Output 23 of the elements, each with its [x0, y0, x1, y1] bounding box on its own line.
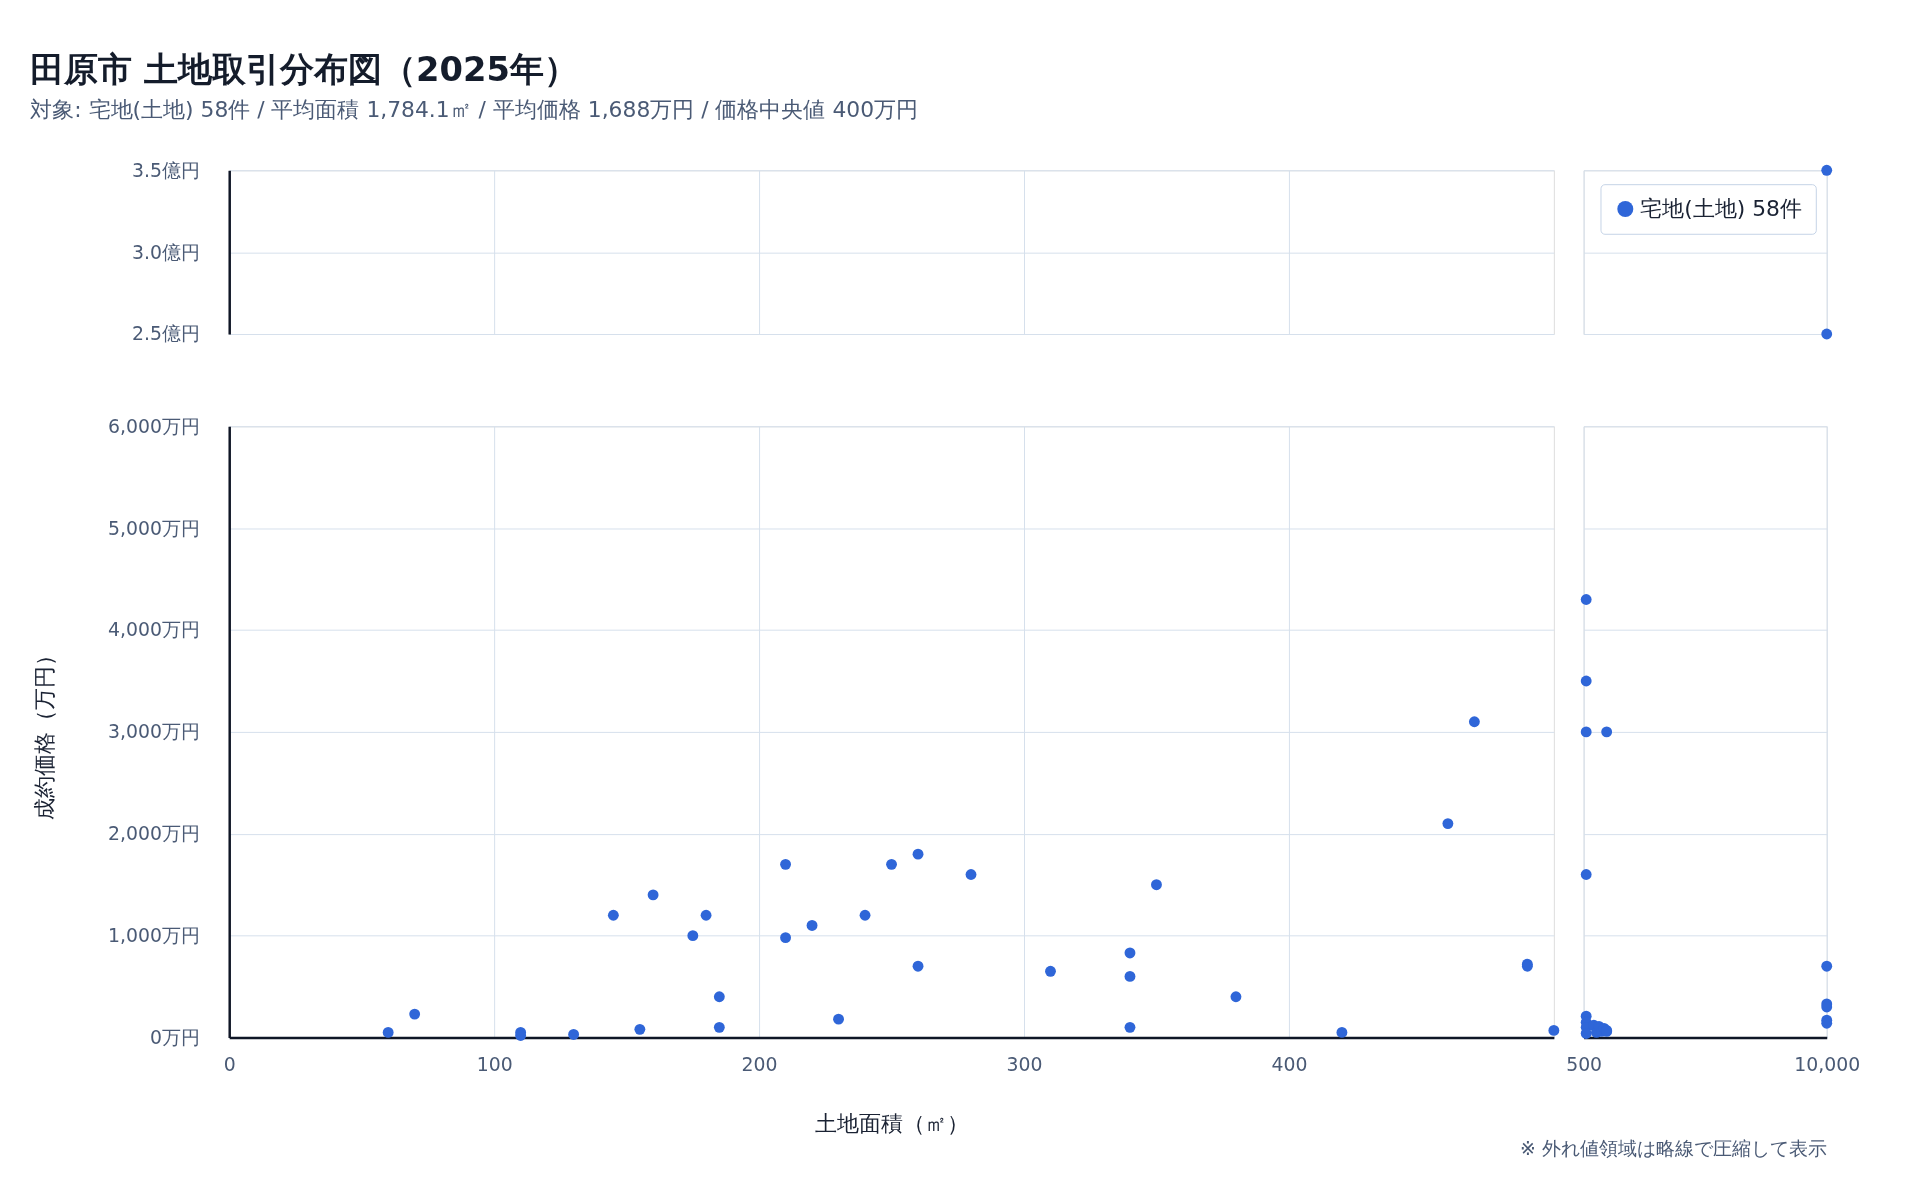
y-tick-label: 1,000万円: [107, 925, 200, 947]
y-tick-label: 3.0億円: [131, 241, 200, 263]
text: ※ 外れ値領域は略線で圧縮して表示: [1519, 1137, 1827, 1159]
y-axis-title: 成約価格（万円）: [32, 644, 58, 821]
legend-label: 宅地(土地) 58件: [1640, 195, 1802, 221]
y-tick-label: 3.5億円: [131, 159, 200, 181]
x-axis-title: 土地面積（㎡）: [815, 1111, 970, 1137]
y-tick-label: 0万円: [149, 1026, 200, 1048]
y-tick-label: 2.5億円: [131, 323, 200, 345]
y-tick-label: 3,000万円: [107, 721, 200, 743]
chart-title: 田原市 土地取引分布図（2025年）: [30, 50, 578, 90]
x-tick-label: 500: [1566, 1053, 1603, 1075]
y-tick-label: 4,000万円: [107, 619, 200, 641]
chart-subtitle: 対象: 宅地(土地) 58件 / 平均面積 1,784.1㎡ / 平均価格 1,688万円 / 価格中央値 400万円: [30, 97, 919, 123]
y-tick-label: 5,000万円: [107, 517, 200, 539]
y-tick-label: 6,000万円: [107, 415, 200, 437]
x-tick-label: 300: [1006, 1053, 1043, 1075]
x-tick-label: 0: [223, 1053, 236, 1075]
x-tick-label: 100: [476, 1053, 513, 1075]
x-tick-label: 200: [741, 1053, 778, 1075]
x-tick-label: 10,000: [1794, 1053, 1861, 1075]
x-tick-label: 400: [1271, 1053, 1308, 1075]
y-tick-label: 2,000万円: [107, 823, 200, 845]
